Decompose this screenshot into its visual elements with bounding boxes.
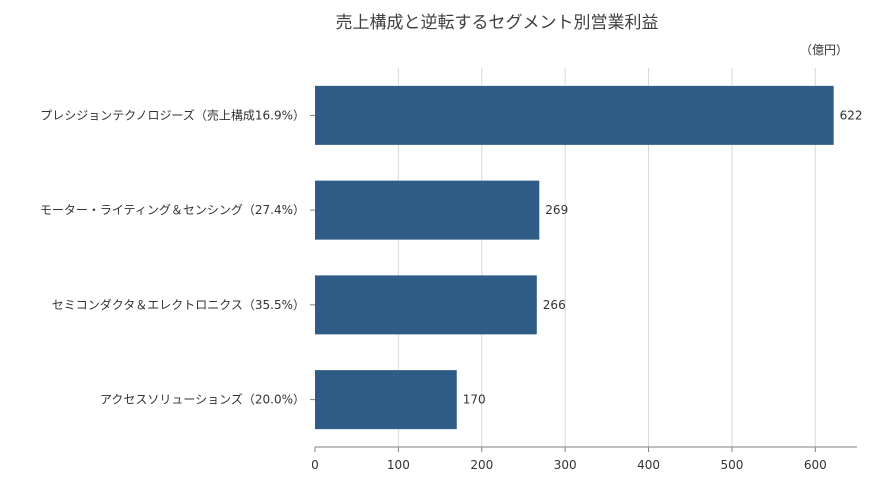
value-label: 266 [543, 298, 566, 312]
x-tick-label: 500 [720, 458, 743, 472]
value-label: 170 [463, 393, 486, 407]
x-tick-label: 100 [387, 458, 410, 472]
bar [315, 85, 834, 145]
x-tick-label: 600 [804, 458, 827, 472]
x-axis-ticks: 0 100 200 300 400 500 600 [311, 447, 827, 472]
value-labels: 622 269 266 170 [463, 108, 863, 406]
chart-title: 売上構成と逆転するセグメント別営業利益 [336, 13, 659, 33]
category-labels: プレシジョンテクノロジーズ（売上構成16.9%） モーター・ライティング＆センシン… [40, 107, 315, 407]
category-label: セミコンダクタ＆エレクトロニクス（35.5%） [52, 297, 305, 312]
category-label: モーター・ライティング＆センシング（27.4%） [40, 203, 305, 217]
value-label: 269 [545, 203, 568, 217]
unit-label: （億円） [800, 43, 848, 57]
bar [315, 180, 540, 240]
bar [315, 275, 537, 335]
value-label: 622 [840, 108, 863, 122]
x-tick-label: 300 [554, 458, 577, 472]
bar [315, 370, 457, 430]
category-label: アクセスソリューションズ（20.0%） [100, 392, 305, 407]
category-label: プレシジョンテクノロジーズ（売上構成16.9%） [40, 107, 305, 122]
bars [315, 85, 834, 430]
x-tick-label: 0 [311, 458, 319, 472]
x-tick-label: 400 [637, 458, 660, 472]
x-tick-label: 200 [470, 458, 493, 472]
